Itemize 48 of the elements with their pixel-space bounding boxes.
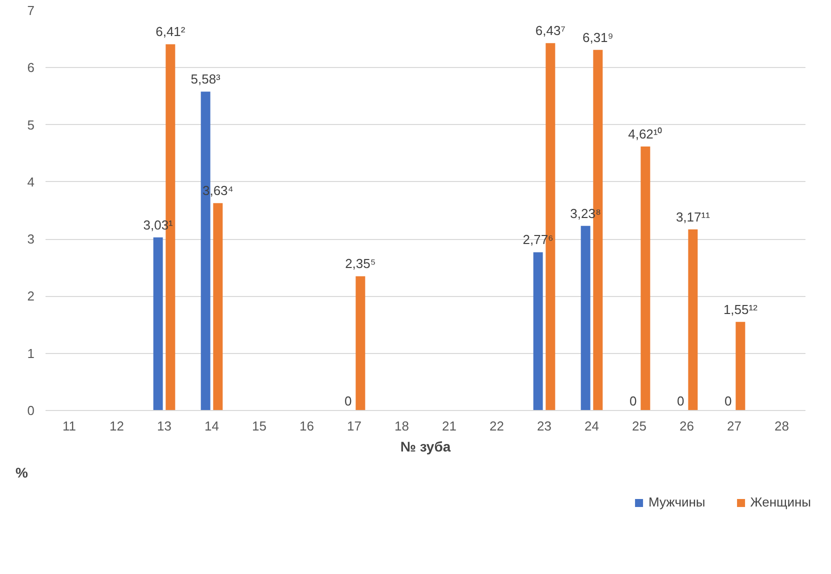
data-label: 5,58³: [190, 72, 222, 87]
y-tick-label: 0: [27, 403, 35, 418]
y-tick-label: 2: [27, 288, 35, 304]
x-tick-label: 18: [394, 418, 409, 434]
y-tick-label: 6: [27, 60, 35, 76]
legend-label: Женщины: [750, 494, 811, 510]
x-tick-label: 25: [632, 418, 646, 434]
x-tick-label: 23: [537, 418, 552, 434]
data-label: 3,17¹¹: [676, 209, 711, 224]
x-tick-label: 24: [584, 418, 599, 434]
x-tick-label: 14: [204, 418, 219, 434]
y-axis-title: %: [16, 464, 28, 480]
x-tick-label: 21: [442, 418, 456, 434]
data-label: 6,43⁷: [535, 23, 566, 38]
x-tick-label: 15: [252, 418, 266, 434]
legend-label: Мужчины: [648, 494, 706, 510]
y-tick-label: 5: [27, 117, 35, 132]
x-tick-label: 27: [727, 418, 742, 434]
bar: [153, 237, 163, 410]
bar: [533, 252, 543, 410]
bar: [213, 203, 223, 410]
bar: [688, 229, 698, 410]
bar: [356, 276, 366, 410]
x-tick-label: 26: [680, 418, 694, 434]
data-label: 1,55¹²: [723, 302, 758, 317]
data-label: 0: [629, 394, 637, 408]
x-tick-label: 17: [347, 418, 362, 434]
y-tick-label: 1: [27, 346, 35, 361]
data-label: 0: [724, 394, 732, 408]
data-label: 4,62¹⁰: [628, 126, 663, 142]
x-tick-label: 22: [490, 418, 504, 434]
bar: [640, 146, 650, 410]
bar: [736, 322, 746, 410]
data-label: 6,31⁹: [582, 30, 614, 45]
data-label: 6,41²: [156, 24, 186, 40]
data-label: 2,35⁵: [345, 256, 376, 272]
y-tick-label: 7: [27, 3, 35, 18]
x-tick-label: 11: [62, 418, 76, 434]
data-label: 0: [676, 394, 684, 408]
y-tick-label: 4: [27, 174, 35, 190]
bar: [580, 226, 590, 410]
y-tick-label: 3: [27, 232, 35, 247]
x-tick-label: 13: [157, 418, 172, 434]
x-tick-label: 12: [110, 418, 124, 434]
data-label: 0: [344, 394, 352, 408]
x-tick-label: 16: [300, 418, 314, 434]
x-axis-title: № зуба: [400, 438, 451, 454]
x-tick-label: 28: [774, 418, 789, 434]
